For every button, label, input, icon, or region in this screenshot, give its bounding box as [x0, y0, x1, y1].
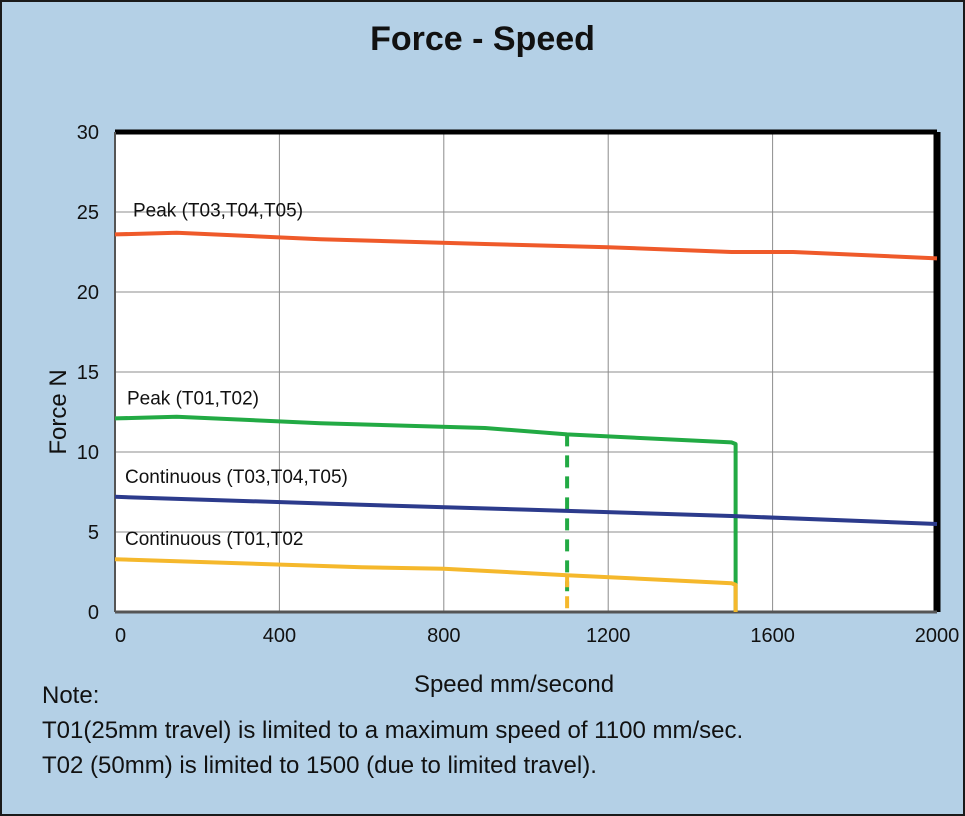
series-line — [114, 494, 938, 526]
series-label: Continuous (T03,T04,T05) — [125, 467, 348, 488]
x-tick-label: 2000 — [915, 625, 960, 647]
note-line-1: T01(25mm travel) is limited to a maximum… — [42, 717, 744, 744]
series-line — [114, 230, 938, 261]
y-axis-label: Force N — [45, 369, 72, 454]
y-tick-label: 30 — [77, 122, 99, 144]
note-heading: Note: — [42, 682, 100, 709]
y-tick-label: 0 — [88, 602, 99, 624]
x-tick-label: 1600 — [750, 625, 795, 647]
series-label: Peak (T03,T04,T05) — [133, 200, 303, 221]
x-tick-label: 1200 — [586, 625, 631, 647]
x-tick-label: 400 — [263, 625, 296, 647]
y-tick-label: 5 — [88, 522, 99, 544]
series-label: Continuous (T01,T02 — [125, 529, 304, 550]
y-tick-label: 10 — [77, 442, 99, 464]
series-line — [114, 414, 738, 612]
x-tick-label: 0 — [115, 625, 126, 647]
chart-title: Force - Speed — [370, 20, 595, 58]
y-tick-label: 20 — [77, 282, 99, 304]
x-tick-label: 800 — [427, 625, 460, 647]
series-label: Peak (T01,T02) — [127, 388, 259, 409]
y-tick-label: 15 — [77, 362, 99, 384]
series-line — [114, 557, 738, 612]
note-block: Note: T01(25mm travel) is limited to a m… — [42, 678, 743, 783]
note-line-2: T02 (50mm) is limited to 1500 (due to li… — [42, 752, 597, 779]
y-tick-label: 25 — [77, 202, 99, 224]
x-axis-label: Speed mm/second — [414, 671, 614, 698]
